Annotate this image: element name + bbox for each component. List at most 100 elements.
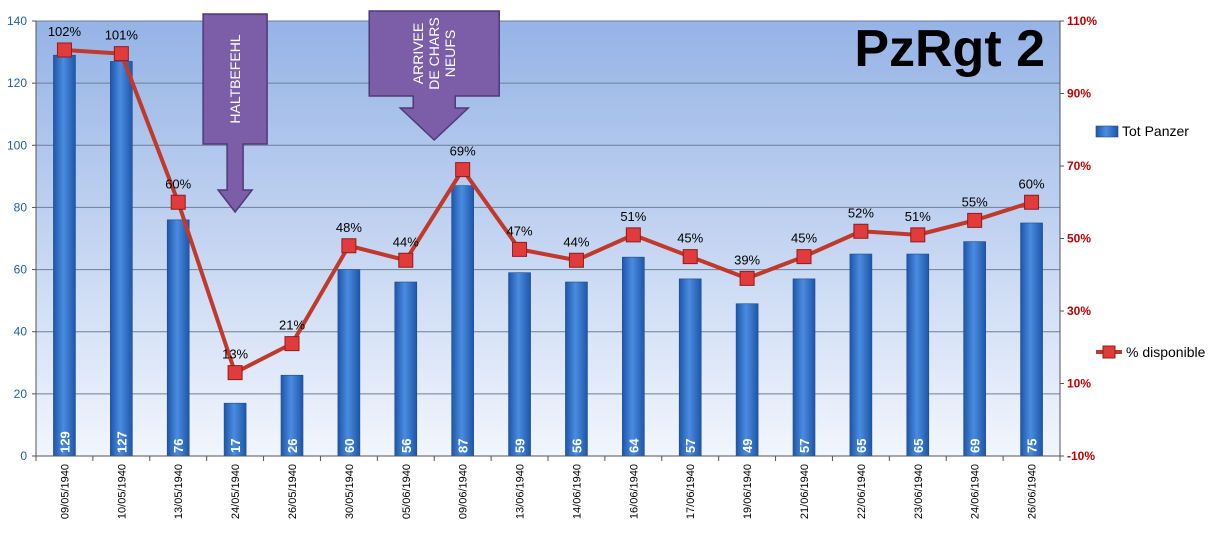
line-marker — [341, 238, 357, 254]
line-data-label: 45% — [791, 231, 817, 246]
line-data-label: 51% — [620, 209, 646, 224]
category-label: 13/05/1940 — [173, 464, 185, 519]
bar-value-label: 56 — [399, 439, 414, 453]
callout-text: HALTBEFEHL — [227, 34, 243, 123]
line-series: 102% 101% 60% 13% 21% 48% 44% 69% 47% 44% 51% 45% 39… — [48, 24, 1045, 381]
line-data-label: 55% — [962, 194, 988, 209]
category-label: 24/06/1940 — [970, 464, 982, 519]
line-data-label: 102% — [48, 24, 82, 39]
category-label: 14/06/1940 — [571, 464, 583, 519]
right-tick-label: 30% — [1067, 304, 1091, 318]
right-tick-label: 90% — [1067, 87, 1091, 101]
bar-value-label: 69 — [968, 439, 983, 453]
category-label: 26/05/1940 — [287, 464, 299, 519]
line-data-label: 13% — [222, 347, 248, 362]
line-marker — [853, 223, 869, 239]
line-marker — [227, 365, 243, 381]
bar — [337, 269, 361, 457]
annotation-callout: ARRIVEE DE CHARS NEUFS — [368, 10, 500, 142]
category-label: 16/06/1940 — [628, 464, 640, 519]
line-marker — [682, 249, 698, 265]
legend-marker-swatch — [1102, 345, 1116, 359]
right-tick-label: 10% — [1067, 377, 1091, 391]
legend: Tot Panzer % disponible — [1095, 123, 1206, 360]
line-marker — [625, 227, 641, 243]
line-marker — [170, 194, 186, 210]
line-marker — [455, 162, 471, 178]
bar-value-label: 65 — [911, 439, 926, 453]
line-marker — [910, 227, 926, 243]
category-label: 19/06/1940 — [742, 464, 754, 519]
bar — [678, 278, 702, 457]
bar-value-label: 65 — [854, 439, 869, 453]
category-label: 09/06/1940 — [458, 464, 470, 519]
bar — [166, 219, 190, 457]
bar — [849, 253, 873, 457]
line-marker — [1024, 194, 1040, 210]
category-label: 09/05/1940 — [59, 464, 71, 519]
left-tick-label: 80 — [14, 200, 28, 214]
callout-text: NEUFS — [442, 30, 458, 77]
bar — [508, 272, 531, 457]
bar-value-label: 64 — [626, 438, 641, 453]
category-label: 26/06/1940 — [1027, 464, 1039, 519]
bar — [110, 61, 133, 457]
line-marker — [398, 252, 414, 268]
line-marker — [967, 212, 983, 228]
right-tick-label: 70% — [1067, 159, 1091, 173]
line-marker — [113, 46, 129, 62]
left-tick-label: 100 — [7, 138, 27, 152]
bar — [622, 256, 645, 457]
category-label: 23/06/1940 — [913, 464, 925, 519]
bar — [565, 281, 588, 457]
line-marker — [512, 241, 528, 257]
bar-value-label: 17 — [228, 439, 243, 453]
category-label: 30/05/1940 — [344, 464, 356, 519]
left-tick-label: 20 — [14, 387, 28, 401]
chart-title: PzRgt 2 — [854, 20, 1045, 78]
bar — [394, 281, 418, 457]
line-data-label: 44% — [563, 234, 589, 249]
line-data-label: 69% — [450, 144, 476, 159]
axes: 0 20 40 60 80 100 120 140 -10% 10% 30% 50% 70% 90% 110… — [7, 14, 1097, 519]
category-label: 05/06/1940 — [401, 464, 413, 519]
left-tick-label: 0 — [20, 449, 27, 463]
bar-value-label: 129 — [57, 431, 72, 453]
line-data-label: 48% — [336, 220, 362, 235]
line-marker — [568, 252, 584, 268]
left-tick-label: 140 — [7, 14, 27, 28]
gridlines — [36, 20, 1060, 395]
line-data-label: 45% — [677, 231, 703, 246]
bar-value-label: 76 — [171, 439, 186, 453]
bar — [792, 278, 816, 457]
annotations: HALTBEFEHL ARRIVEE DE CHARS NEUFS — [202, 10, 500, 214]
legend-label-tot-panzer: Tot Panzer — [1122, 123, 1189, 139]
bar — [735, 303, 759, 457]
bar-value-label: 87 — [456, 439, 471, 453]
legend-label-pct-disponible: % disponible — [1126, 344, 1206, 360]
line-marker — [56, 42, 72, 58]
callout-text: DE CHARS — [426, 17, 442, 89]
line-marker — [739, 270, 755, 286]
bar — [906, 253, 930, 457]
line-data-label: 60% — [165, 176, 191, 191]
line-data-label: 51% — [905, 209, 931, 224]
category-label: 13/06/1940 — [515, 464, 527, 519]
bar-value-label: 49 — [740, 439, 755, 453]
right-tick-label: -10% — [1067, 449, 1095, 463]
bar-value-label: 57 — [683, 439, 698, 453]
category-label: 17/06/1940 — [685, 464, 697, 519]
bar-value-label: 56 — [569, 439, 584, 453]
line-data-label: 101% — [105, 28, 139, 43]
line-marker — [284, 336, 300, 352]
right-tick-label: 110% — [1067, 14, 1097, 28]
line-marker — [796, 249, 812, 265]
category-label: 21/06/1940 — [799, 464, 811, 519]
callout-arrow-shape — [202, 13, 268, 214]
legend-bar-swatch — [1095, 125, 1119, 138]
bar — [451, 185, 474, 457]
callout-text: ARRIVEE — [410, 23, 426, 84]
callout-arrow-shape — [368, 10, 500, 142]
bar — [1020, 222, 1043, 457]
